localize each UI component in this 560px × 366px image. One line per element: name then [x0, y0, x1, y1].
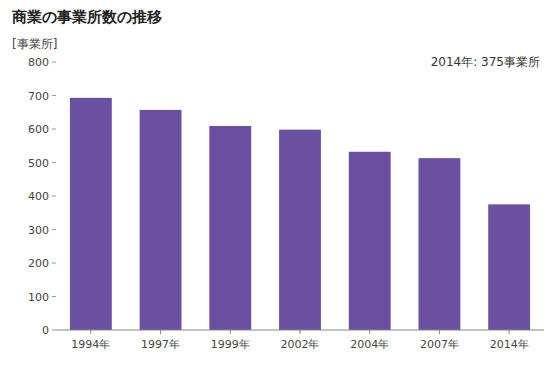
y-tick	[52, 263, 56, 264]
bars	[70, 98, 530, 330]
y-axis: 0 100 200 300 400 500 600 700 800	[28, 56, 56, 337]
x-tick	[300, 330, 301, 334]
x-tick-label: 2007年	[420, 338, 459, 351]
y-tick-label: 700	[28, 90, 49, 103]
bar	[349, 152, 391, 330]
x-tick-label: 2004年	[350, 338, 389, 351]
x-tick-label: 2014年	[490, 338, 529, 351]
y-tick	[52, 162, 56, 163]
y-tick	[52, 229, 56, 230]
y-tick-label: 200	[28, 257, 49, 270]
bar	[279, 130, 321, 330]
y-tick	[52, 95, 56, 96]
chart-svg: 商業の事業所数の推移 [事業所] 0 100 200 300 400 500 600 700 800…	[0, 0, 560, 366]
bar	[70, 98, 112, 330]
y-axis-label: [事業所]	[12, 37, 57, 51]
y-tick-label: 0	[42, 324, 49, 337]
x-tick	[160, 330, 161, 334]
y-tick	[52, 62, 56, 63]
x-tick-label: 1997年	[141, 338, 180, 351]
x-axis: 1994年 1997年 1999年 2002年 2004年 2007年 2014年	[56, 330, 544, 351]
bar	[209, 126, 251, 330]
x-tick-label: 2002年	[281, 338, 320, 351]
bar	[419, 158, 461, 330]
y-tick-label: 300	[28, 224, 49, 237]
bar	[140, 110, 182, 330]
x-tick	[90, 330, 91, 334]
bar	[488, 204, 530, 330]
y-tick-label: 800	[28, 56, 49, 69]
x-tick	[230, 330, 231, 334]
x-tick-label: 1994年	[71, 338, 110, 351]
x-tick	[369, 330, 370, 334]
y-tick-label: 100	[28, 291, 49, 304]
y-tick-label: 500	[28, 157, 49, 170]
y-tick-label: 600	[28, 123, 49, 136]
title: 商業の事業所数の推移	[11, 8, 162, 26]
y-tick	[52, 296, 56, 297]
y-tick-label: 400	[28, 190, 49, 203]
chart-container: 商業の事業所数の推移 [事業所] 0 100 200 300 400 500 600 700 800…	[0, 0, 560, 366]
annotation: 2014年: 375事業所	[431, 55, 540, 69]
x-tick	[509, 330, 510, 334]
y-tick	[52, 330, 56, 331]
x-tick	[439, 330, 440, 334]
x-tick-label: 1999年	[211, 338, 250, 351]
y-tick	[52, 196, 56, 197]
y-tick	[52, 129, 56, 130]
